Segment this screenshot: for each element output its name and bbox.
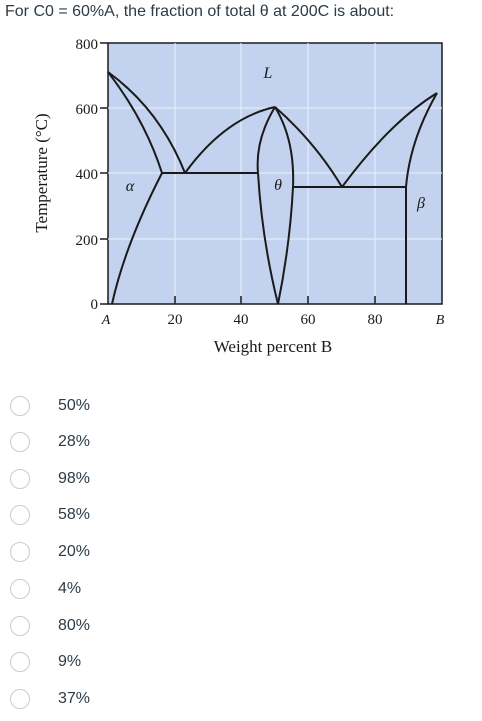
x-axis-title: Weight percent B	[214, 337, 333, 356]
radio-button[interactable]	[10, 432, 30, 452]
answer-option[interactable]: 80%	[10, 612, 90, 640]
y-tick-label: 600	[76, 102, 99, 118]
x-tick-label: 40	[234, 312, 249, 328]
answer-label: 80%	[58, 617, 91, 634]
answer-label: 28%	[58, 433, 91, 450]
answer-label: 98%	[58, 470, 91, 487]
x-tick-label: 20	[168, 312, 183, 328]
y-tick-label: 800	[76, 37, 99, 53]
component-b-label: B	[436, 313, 445, 328]
answer-option[interactable]: 58%	[10, 501, 90, 529]
y-tick-label: 400	[76, 167, 99, 183]
radio-button[interactable]	[10, 542, 30, 562]
x-tick-label: 60	[301, 312, 316, 328]
theta-phase-label: θ	[274, 177, 282, 194]
answer-option[interactable]: 20%	[10, 538, 90, 566]
alpha-phase-label: α	[126, 178, 135, 195]
radio-button[interactable]	[10, 396, 30, 416]
radio-button[interactable]	[10, 579, 30, 599]
radio-button[interactable]	[10, 505, 30, 525]
answer-label: 37%	[58, 690, 91, 707]
question-text: For C0 = 60%A, the fraction of total θ a…	[5, 3, 395, 20]
phase-diagram: 800 600 400 200 0 20 40 60 80 A B Weight…	[32, 37, 445, 356]
y-axis-title: Temperature (°C)	[32, 113, 51, 232]
tick-marks	[100, 42, 376, 305]
answer-label: 9%	[58, 653, 82, 670]
answer-option[interactable]: 37%	[10, 685, 90, 713]
y-tick-label: 0	[91, 297, 99, 313]
radio-button[interactable]	[10, 469, 30, 489]
answer-label: 4%	[58, 580, 82, 597]
answer-option[interactable]: 4%	[10, 575, 81, 603]
answer-label: 50%	[58, 397, 91, 414]
answer-option[interactable]: 9%	[10, 648, 81, 676]
radio-button[interactable]	[10, 689, 30, 709]
x-tick-label: 80	[368, 312, 383, 328]
component-a-label: A	[101, 313, 111, 328]
answer-option[interactable]: 98%	[10, 465, 90, 493]
radio-button[interactable]	[10, 652, 30, 672]
liquid-phase-label: L	[263, 65, 273, 82]
phase-boundaries	[107, 71, 438, 305]
radio-button[interactable]	[10, 616, 30, 636]
answer-option[interactable]: 50%	[10, 392, 90, 420]
y-tick-label: 200	[76, 233, 99, 249]
answer-label: 20%	[58, 543, 91, 560]
answer-label: 58%	[58, 506, 91, 523]
answer-option[interactable]: 28%	[10, 428, 90, 456]
beta-phase-label: β	[416, 195, 425, 212]
